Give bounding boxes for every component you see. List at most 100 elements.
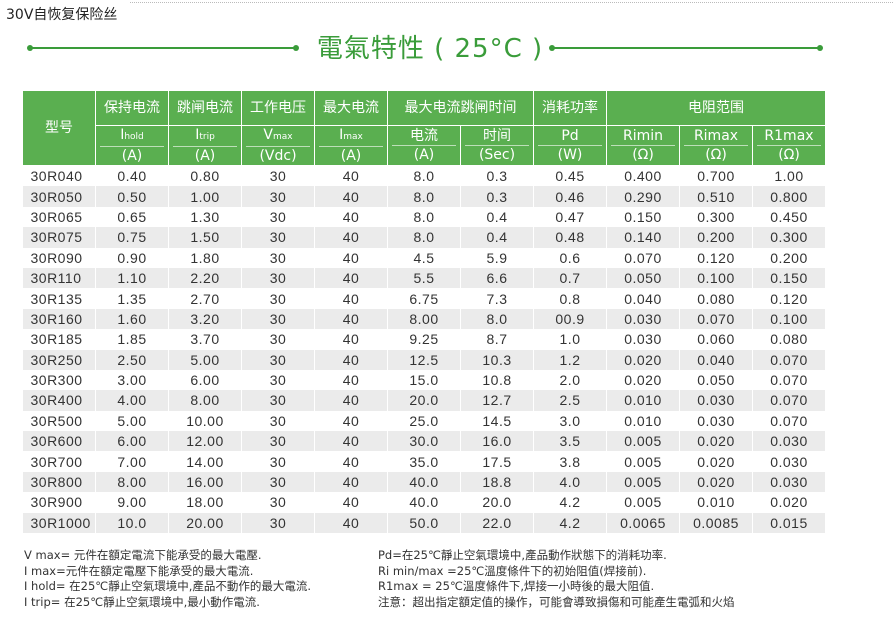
unit: (W) (557, 147, 583, 163)
header-cell: Imax (A) (314, 125, 388, 166)
value-cell: 8.00 (387, 308, 461, 330)
model-cell: 30R110 (22, 267, 96, 289)
note: Pd=在25℃靜止空氣環境中,產品動作狀態下的消耗功率. (378, 548, 667, 562)
value-cell: 0.47 (533, 206, 607, 228)
value-cell: 0.070 (606, 247, 680, 268)
value-cell: 3.70 (168, 329, 242, 350)
table-row: 30R110 1.10 2.20 30 40 5.5 6.6 0.7 0.050 0.100 0.1… (22, 267, 826, 289)
value-cell: 0.200 (679, 227, 753, 248)
value-cell: 8.0 (387, 206, 461, 228)
value-cell: 0.140 (606, 227, 680, 248)
value-cell: 40 (314, 451, 388, 472)
header-cell: 保持电流 (95, 90, 169, 126)
table-row: 30R075 0.75 1.50 30 40 8.0 0.4 0.48 0.140 0.200 0.… (22, 227, 826, 248)
heading-rule (549, 45, 823, 51)
value-cell: 0.040 (606, 288, 680, 309)
value-cell: 0.120 (752, 288, 826, 309)
value-cell: 10.3 (460, 349, 534, 370)
value-cell: 30 (241, 227, 315, 248)
value-cell: 3.0 (533, 410, 607, 432)
table-row: 30R1000 10.0 20.00 30 40 50.0 22.0 4.2 0.0065 0.0… (22, 512, 826, 534)
value-cell: 17.5 (460, 451, 534, 472)
model-cell: 30R065 (22, 206, 96, 228)
unit: (A) (413, 147, 435, 163)
value-cell: 0.070 (752, 369, 826, 391)
value-cell: 0.030 (752, 451, 826, 472)
header-cell: Rimax (Ω) (679, 125, 753, 166)
table-row: 30R500 5.00 10.00 30 40 25.0 14.5 3.0 0.010 0.030… (22, 410, 826, 432)
symbol-sub: hold (124, 132, 144, 142)
symbol: Imax (319, 126, 383, 147)
value-cell: 0.150 (752, 267, 826, 289)
table-row: 30R250 2.50 5.00 30 40 12.5 10.3 1.2 0.020 0.040 0… (22, 349, 826, 370)
header-cell: R1max (Ω) (752, 125, 826, 166)
header-cell: 时间 (Sec) (460, 125, 534, 166)
table-row: 30R185 1.85 3.70 30 40 9.25 8.7 1.0 0.030 0.060 0.… (22, 329, 826, 350)
value-cell: 0.020 (752, 492, 826, 513)
value-cell: 0.030 (606, 329, 680, 350)
value-cell: 0.070 (752, 410, 826, 432)
value-cell: 30 (241, 206, 315, 228)
value-cell: 8.0 (460, 308, 534, 330)
value-cell: 0.700 (679, 165, 753, 187)
value-cell: 0.070 (679, 308, 753, 330)
value-cell: 7.3 (460, 288, 534, 309)
value-cell: 20.0 (387, 390, 461, 411)
value-cell: 1.10 (95, 267, 169, 289)
value-cell: 18.8 (460, 471, 534, 493)
value-cell: 40 (314, 206, 388, 228)
value-cell: 0.48 (533, 227, 607, 248)
symbol: Rimax (684, 127, 748, 146)
note: V max= 元件在額定電流下能承受的最大電壓. (24, 548, 262, 562)
value-cell: 8.0 (387, 165, 461, 187)
model-cell: 30R300 (22, 369, 96, 391)
value-cell: 0.45 (533, 165, 607, 187)
value-cell: 0.510 (679, 186, 753, 207)
value-cell: 0.300 (752, 227, 826, 248)
value-cell: 40 (314, 349, 388, 370)
unit: (A) (194, 148, 216, 164)
value-cell: 1.60 (95, 308, 169, 330)
header-cell: 电流 (A) (387, 125, 461, 166)
value-cell: 8.00 (95, 471, 169, 493)
value-cell: 0.100 (679, 267, 753, 289)
value-cell: 0.90 (95, 247, 169, 268)
notes-left: V max= 元件在額定電流下能承受的最大電壓. I max=元件在額定電壓下能承… (24, 548, 311, 610)
model-cell: 30R250 (22, 349, 96, 370)
value-cell: 40 (314, 471, 388, 493)
value-cell: 0.120 (679, 247, 753, 268)
value-cell: 0.020 (679, 431, 753, 452)
value-cell: 8.7 (460, 329, 534, 350)
model-cell: 30R185 (22, 329, 96, 350)
value-cell: 10.0 (95, 512, 169, 534)
value-cell: 0.070 (752, 390, 826, 411)
value-cell: 40 (314, 512, 388, 534)
value-cell: 0.010 (679, 492, 753, 513)
value-cell: 0.005 (606, 451, 680, 472)
value-cell: 30 (241, 186, 315, 207)
model-cell: 30R700 (22, 451, 96, 472)
spec-table: 型号 保持电流 跳闸电流 工作电压 最大电流 最大电流跳闸时间 消耗功率 电阻范… (22, 90, 826, 534)
value-cell: 30 (241, 390, 315, 411)
value-cell: 0.020 (679, 471, 753, 493)
symbol: Vmax (246, 126, 310, 147)
value-cell: 0.005 (606, 471, 680, 493)
value-cell: 0.75 (95, 227, 169, 248)
model-cell: 30R090 (22, 247, 96, 268)
value-cell: 0.080 (752, 329, 826, 350)
value-cell: 6.00 (168, 369, 242, 391)
value-cell: 40 (314, 288, 388, 309)
header-cell: 最大电流跳闸时间 (387, 90, 534, 126)
unit: (Ω) (778, 147, 800, 163)
value-cell: 30 (241, 471, 315, 493)
value-cell: 8.0 (387, 227, 461, 248)
value-cell: 18.00 (168, 492, 242, 513)
note: I trip= 在25℃靜止空氣環境中,最小動作電流. (24, 594, 260, 609)
notes-right: Pd=在25℃靜止空氣環境中,產品動作狀態下的消耗功率. Ri min/max =… (378, 548, 735, 610)
value-cell: 4.2 (533, 512, 607, 534)
value-cell: 2.70 (168, 288, 242, 309)
value-cell: 50.0 (387, 512, 461, 534)
value-cell: 2.50 (95, 349, 169, 370)
value-cell: 0.060 (679, 329, 753, 350)
